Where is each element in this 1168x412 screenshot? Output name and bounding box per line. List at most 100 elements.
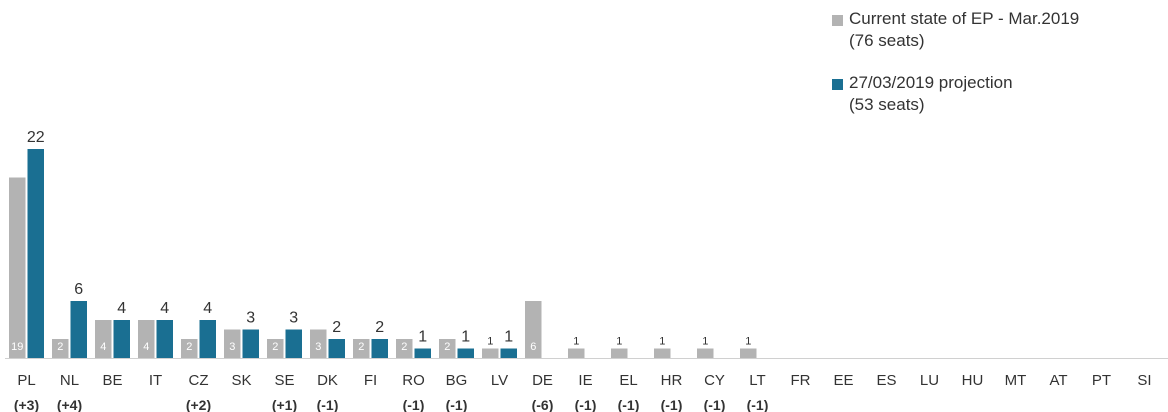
x-tick-label-ro: RO [402,372,425,389]
data-label-projection-it: 4 [160,300,169,317]
bar-current-fi [353,339,370,358]
data-label-current-lt: 1 [745,336,751,348]
bar-current-se [267,339,284,358]
seat-change-label-ie: (-1) [575,397,597,412]
data-label-projection-pl: 22 [27,129,45,146]
data-label-current-de: 6 [530,341,536,353]
legend-swatch-current [832,15,843,26]
x-tick-label-ie: IE [578,372,592,389]
data-label-current-sk: 3 [229,341,235,353]
data-label-projection-lv: 1 [504,329,513,346]
x-tick-label-pt: PT [1092,372,1111,389]
bar-current-ro [396,339,413,358]
seat-change-label-hr: (-1) [661,397,683,412]
data-label-projection-nl: 6 [74,281,83,298]
seat-change-label-ro: (-1) [403,397,425,412]
data-label-projection-bg: 1 [461,329,470,346]
data-label-current-se: 2 [272,341,278,353]
data-label-current-cz: 2 [186,341,192,353]
data-label-projection-se: 3 [289,310,298,327]
seat-change-label-dk: (-1) [317,397,339,412]
bar-current-lt [740,348,757,358]
x-tick-label-cz: CZ [189,372,209,389]
bar-current-be [95,320,112,358]
x-tick-label-mt: MT [1005,372,1027,389]
x-tick-label-es: ES [876,372,896,389]
x-tick-label-hu: HU [962,372,984,389]
x-tick-label-hr: HR [661,372,683,389]
data-label-current-hr: 1 [659,336,665,348]
data-label-current-ie: 1 [573,336,579,348]
x-tick-label-bg: BG [446,372,468,389]
data-label-current-be: 4 [100,341,106,353]
x-tick-label-se: SE [274,372,294,389]
bar-current-ie [568,348,585,358]
bar-projection-bg [457,348,474,358]
data-label-current-lv: 1 [487,336,493,348]
data-label-projection-dk: 2 [332,319,341,336]
x-tick-label-de: DE [532,372,553,389]
bar-projection-lv [500,348,517,358]
legend-label-current: Current state of EP - Mar.2019 [849,9,1080,28]
seat-change-label-bg: (-1) [446,397,468,412]
bar-current-el [611,348,628,358]
x-tick-label-el: EL [619,372,637,389]
bar-current-de [525,301,542,358]
bar-current-nl [52,339,69,358]
seat-change-label-nl: (+4) [57,397,82,412]
bar-current-it [138,320,155,358]
legend-note-current: (76 seats) [849,31,925,50]
x-tick-label-cy: CY [704,372,725,389]
bar-projection-ro [414,348,431,358]
x-tick-label-it: IT [149,372,162,389]
seat-change-label-cz: (+2) [186,397,211,412]
legend-label-projection: 27/03/2019 projection [849,73,1013,92]
seat-change-label-lt: (-1) [747,397,769,412]
data-label-projection-be: 4 [117,300,126,317]
bar-projection-be [113,320,130,358]
bar-projection-pl [27,149,44,358]
bar-projection-nl [70,301,87,358]
data-label-current-pl: 19 [11,341,23,353]
bar-projection-dk [328,339,345,358]
bar-current-dk [310,329,327,358]
data-label-current-el: 1 [616,336,622,348]
legend-swatch-projection [832,79,843,90]
bar-projection-sk [242,329,259,358]
legend-item-projection: 27/03/2019 projection (53 seats) [832,72,1162,116]
bar-current-cy [697,348,714,358]
data-label-current-fi: 2 [358,341,364,353]
x-tick-label-si: SI [1137,372,1151,389]
bar-current-lv [482,348,499,358]
data-label-projection-fi: 2 [375,319,384,336]
x-tick-label-lu: LU [920,372,939,389]
bar-projection-it [156,320,173,358]
bar-projection-se [285,329,302,358]
seat-change-label-pl: (+3) [14,397,39,412]
seat-change-label-de: (-6) [532,397,554,412]
x-tick-label-pl: PL [17,372,35,389]
bar-current-bg [439,339,456,358]
seat-change-label-se: (+1) [272,397,297,412]
legend-item-current: Current state of EP - Mar.2019 (76 seats… [832,8,1162,52]
data-label-current-dk: 3 [315,341,321,353]
x-tick-label-nl: NL [60,372,79,389]
data-label-current-ro: 2 [401,341,407,353]
data-label-current-cy: 1 [702,336,708,348]
data-label-current-bg: 2 [444,341,450,353]
x-tick-label-lt: LT [749,372,765,389]
legend: Current state of EP - Mar.2019 (76 seats… [832,8,1162,136]
bar-projection-cz [199,320,216,358]
x-tick-label-lv: LV [491,372,508,389]
x-tick-label-be: BE [102,372,122,389]
bar-current-pl [9,177,26,358]
bar-current-sk [224,329,241,358]
bar-projection-fi [371,339,388,358]
x-tick-label-ee: EE [833,372,853,389]
data-label-current-nl: 2 [57,341,63,353]
x-tick-label-fr: FR [791,372,811,389]
x-tick-label-at: AT [1049,372,1067,389]
x-tick-label-fi: FI [364,372,377,389]
x-tick-label-sk: SK [231,372,251,389]
